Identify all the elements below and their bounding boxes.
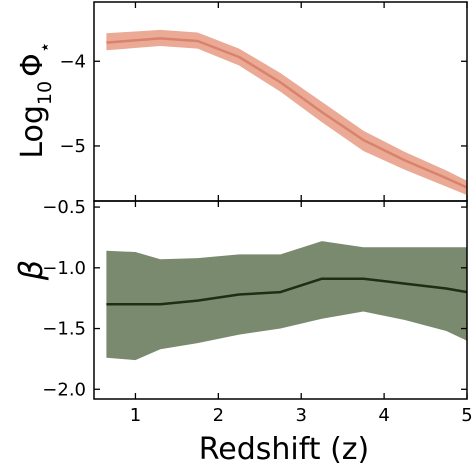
y-tick-label: −2.0 xyxy=(42,379,86,400)
series-line xyxy=(106,37,467,189)
plot-area xyxy=(106,29,467,196)
x-tick-label: 4 xyxy=(378,405,389,426)
x-tick-label: 1 xyxy=(130,405,141,426)
uncertainty-band xyxy=(106,241,467,361)
bottom-ylabel-text: β xyxy=(12,260,50,281)
bottom-ylabel: β xyxy=(12,260,50,281)
x-tick-label: 5 xyxy=(461,405,472,426)
xlabel: Redshift (z) xyxy=(199,432,369,465)
ylabel-subscript: 10 xyxy=(34,81,56,105)
x-tick-label: 2 xyxy=(213,405,224,426)
plot-area xyxy=(106,241,467,361)
y-tick-label: −0.5 xyxy=(42,197,86,218)
axes-frame xyxy=(93,200,468,400)
uncertainty-band xyxy=(106,29,467,196)
ylabel-log-text: Log xyxy=(15,105,50,159)
bottom-panel: −0.5 −1.0 −1.5 −2.0 1 2 3 4 5 xyxy=(42,197,472,426)
top-panel: −4 −5 xyxy=(59,1,468,202)
y-tick-label: −1.5 xyxy=(42,319,86,340)
y-tick-label: −5 xyxy=(59,136,86,157)
ylabel-symbol: Φ xyxy=(15,53,50,77)
x-tick-label: 3 xyxy=(295,405,306,426)
svg-text:Log10Φ⋆: Log10 Φ⋆ xyxy=(15,41,56,158)
ylabel-superscript: ⋆ xyxy=(34,41,56,53)
y-tick-label: −1.0 xyxy=(42,258,86,279)
y-tick-label: −4 xyxy=(59,51,86,72)
top-ylabel: Log10 Φ⋆ xyxy=(15,41,56,158)
